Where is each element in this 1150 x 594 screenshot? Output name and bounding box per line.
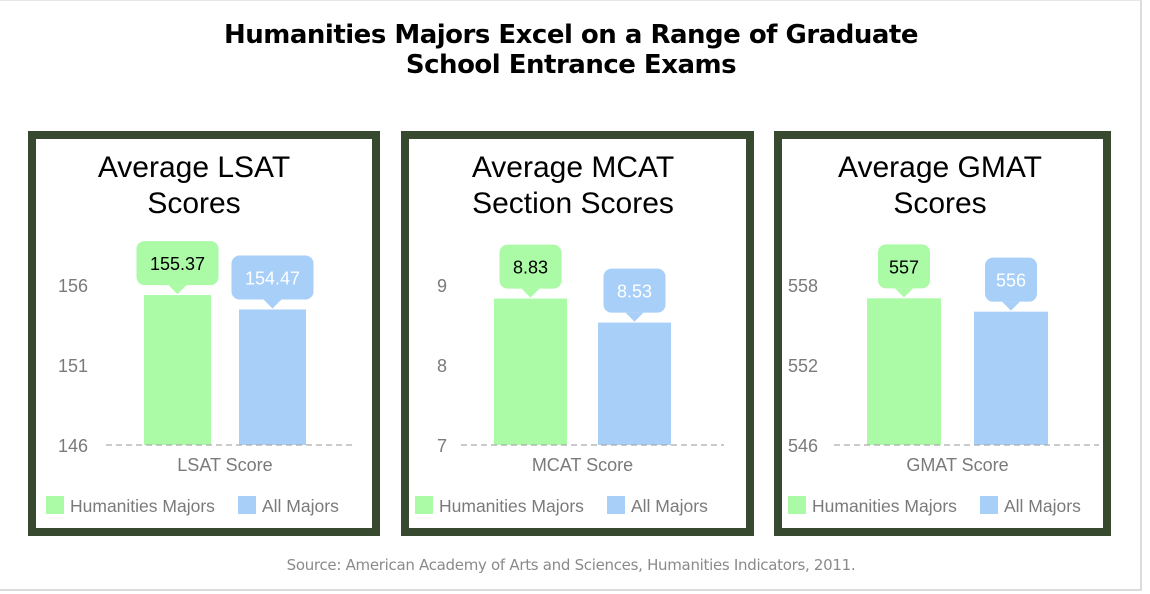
data-label-bubble [499, 244, 562, 289]
data-label-pointer [895, 288, 913, 298]
y-tick-label: 558 [788, 276, 818, 296]
x-axis-label: MCAT Score [532, 455, 633, 475]
data-label-bubble [136, 241, 219, 286]
y-tick-label: 552 [788, 356, 818, 376]
legend-swatch-all [607, 496, 625, 514]
chart-title-line: Average LSAT [98, 151, 290, 184]
data-label-pointer [1002, 301, 1020, 311]
y-tick-label: 156 [58, 276, 88, 296]
lsat-chart-panel: Average LSAT Scores 146 151 156 155.37 154.47 L… [28, 131, 380, 536]
chart-title-line: Scores [893, 187, 986, 220]
legend-label: All Majors [631, 496, 708, 516]
y-tick-label: 9 [437, 276, 447, 296]
legend-swatch-humanities [46, 496, 64, 514]
data-label: 154.47 [245, 268, 300, 288]
y-tick-label: 8 [437, 356, 447, 376]
data-label-pointer [625, 312, 644, 322]
data-label-bubble [231, 255, 314, 300]
main-title-line-1: Humanities Majors Excel on a Range of Gr… [224, 20, 918, 50]
legend-label: All Majors [262, 496, 339, 516]
y-tick-label: 7 [437, 436, 447, 456]
y-tick-label: 151 [58, 356, 88, 376]
y-tick-label: 146 [58, 436, 88, 456]
data-label: 155.37 [150, 254, 205, 274]
data-label-pointer [168, 285, 187, 295]
data-label: 8.53 [617, 282, 652, 302]
x-axis-label: LSAT Score [177, 455, 272, 475]
chart-title-line: Average GMAT [838, 151, 1042, 184]
mcat-chart-panel: Average MCAT Section Scores 7 8 9 8.83 8.53 MCA… [401, 131, 754, 536]
main-title-line-2: School Entrance Exams [405, 50, 737, 80]
bar-humanities-majors [494, 298, 567, 445]
legend-label: All Majors [1004, 496, 1081, 516]
legend-swatch-humanities [788, 496, 806, 514]
data-label-pointer [521, 288, 540, 298]
bar-all-majors [239, 309, 306, 445]
legend-swatch-all [238, 496, 256, 514]
bar-humanities-majors [144, 295, 211, 445]
bar-all-majors [974, 311, 1048, 445]
chart-title-line: Scores [147, 187, 240, 220]
data-label-bubble [985, 257, 1037, 302]
bar-humanities-majors [867, 298, 941, 445]
legend-swatch-humanities [415, 496, 433, 514]
bar-all-majors [598, 322, 671, 445]
x-axis-label: GMAT Score [906, 455, 1008, 475]
gmat-chart-panel: Average GMAT Scores 546 552 558 557 556 GMAT Sc… [774, 131, 1111, 536]
source-note: Source: American Academy of Arts and Sci… [286, 556, 856, 574]
data-label: 8.83 [513, 258, 548, 278]
data-label-pointer [263, 299, 282, 309]
legend-label: Humanities Majors [70, 496, 215, 516]
legend-swatch-all [980, 496, 998, 514]
y-tick-label: 546 [788, 436, 818, 456]
legend-label: Humanities Majors [812, 496, 957, 516]
chart-title-line: Section Scores [472, 187, 674, 220]
data-label-bubble [603, 268, 666, 313]
chart-title-line: Average MCAT [472, 151, 674, 184]
data-label: 556 [996, 271, 1026, 291]
main-title: Humanities Majors Excel on a Range of Gr… [0, 20, 1142, 80]
legend-label: Humanities Majors [439, 496, 584, 516]
data-label: 557 [889, 257, 919, 277]
data-label-bubble [878, 244, 930, 289]
